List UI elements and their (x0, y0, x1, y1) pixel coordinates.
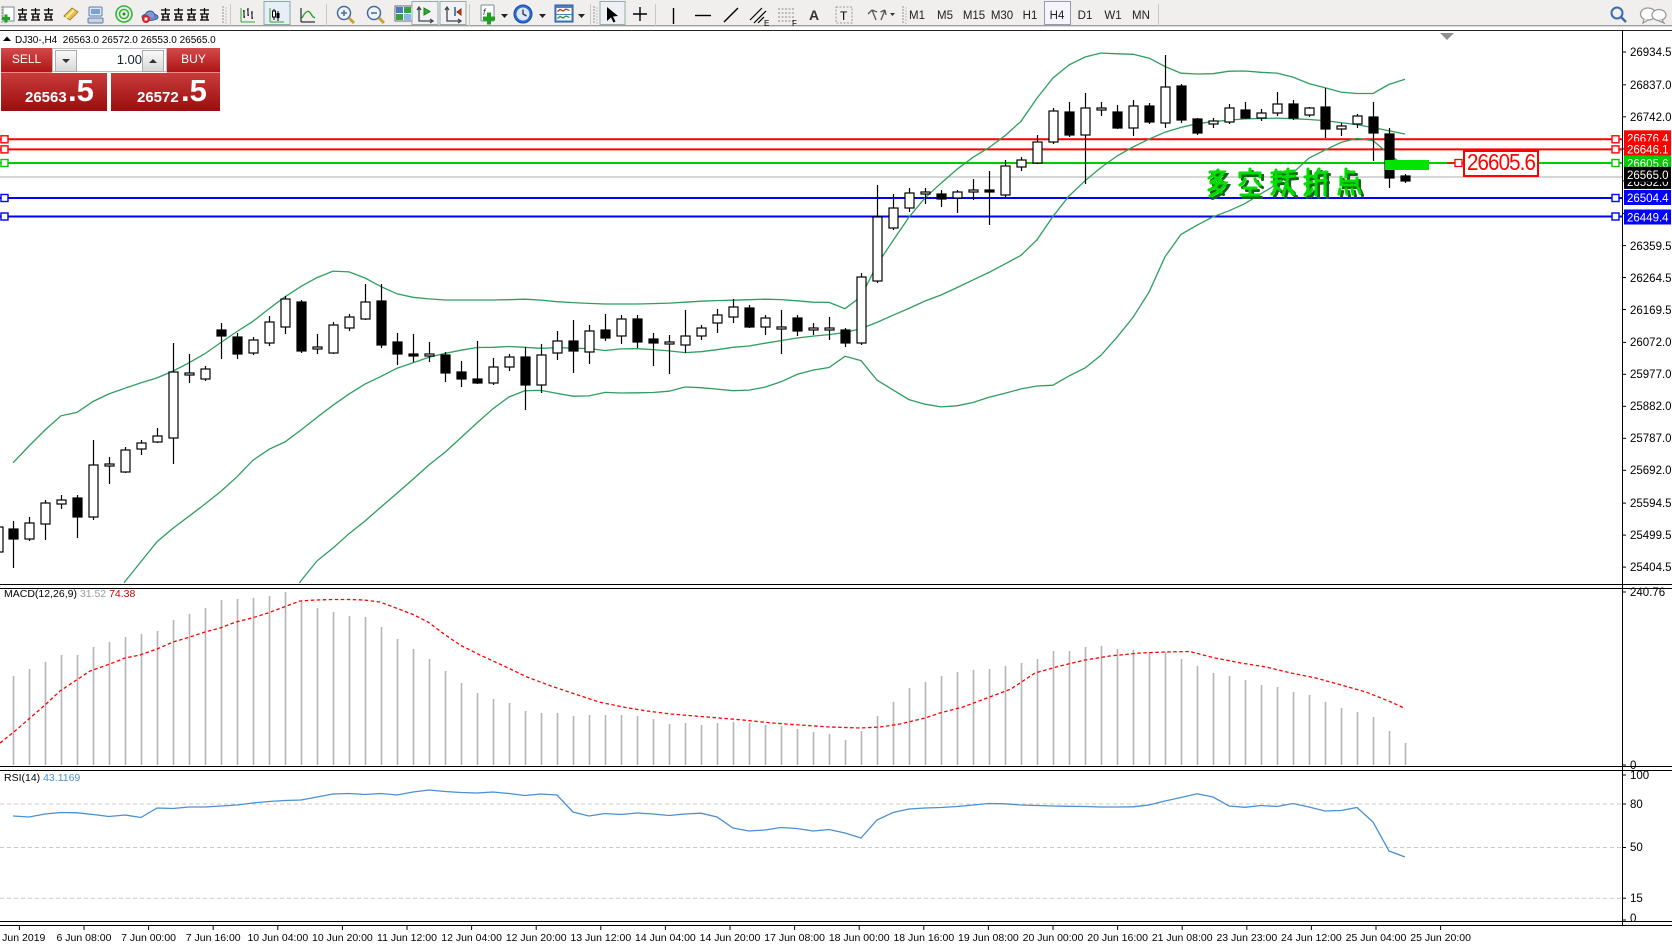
svg-text:50: 50 (1630, 842, 1643, 854)
svg-text:80: 80 (1630, 799, 1643, 811)
svg-text:24 Jun 12:00: 24 Jun 12:00 (1281, 932, 1342, 944)
svg-text:15: 15 (1630, 893, 1643, 905)
svg-text:25977.0: 25977.0 (1630, 369, 1672, 381)
svg-text:M15: M15 (963, 10, 985, 22)
svg-text:26742.0: 26742.0 (1630, 112, 1672, 124)
svg-text:20 Jun 16:00: 20 Jun 16:00 (1087, 932, 1148, 944)
svg-text:6 Jun 2019: 6 Jun 2019 (0, 932, 46, 944)
svg-text:240.76: 240.76 (1630, 587, 1665, 599)
svg-text:14 Jun 20:00: 14 Jun 20:00 (700, 932, 761, 944)
svg-text:f: f (483, 7, 487, 17)
svg-text:100: 100 (1630, 770, 1649, 782)
svg-text:D1: D1 (1078, 10, 1093, 22)
svg-text:18 Jun 16:00: 18 Jun 16:00 (893, 932, 954, 944)
svg-text:26565.0: 26565.0 (1627, 170, 1669, 182)
svg-text:0: 0 (1630, 760, 1636, 772)
svg-text:A: A (809, 7, 819, 23)
svg-text:17 Jun 08:00: 17 Jun 08:00 (764, 932, 825, 944)
svg-text:25 Jun 04:00: 25 Jun 04:00 (1346, 932, 1407, 944)
svg-text:25499.5: 25499.5 (1630, 530, 1672, 542)
svg-text:26504.4: 26504.4 (1627, 193, 1669, 205)
svg-text:26646.1: 26646.1 (1627, 144, 1669, 156)
svg-text:12 Jun 20:00: 12 Jun 20:00 (506, 932, 567, 944)
svg-text:T: T (840, 9, 848, 23)
svg-text:E: E (764, 19, 769, 28)
svg-text:26449.4: 26449.4 (1627, 213, 1669, 225)
svg-text:26359.5: 26359.5 (1630, 241, 1672, 253)
svg-text:25882.0: 25882.0 (1630, 401, 1672, 413)
svg-text:10 Jun 20:00: 10 Jun 20:00 (312, 932, 373, 944)
svg-text:M30: M30 (991, 10, 1013, 22)
svg-text:H1: H1 (1023, 10, 1038, 22)
svg-text:11 Jun 12:00: 11 Jun 12:00 (377, 932, 437, 944)
svg-text:7 Jun 00:00: 7 Jun 00:00 (121, 932, 176, 944)
svg-text:25692.0: 25692.0 (1630, 465, 1672, 477)
svg-text:26934.5: 26934.5 (1630, 47, 1672, 59)
svg-text:19 Jun 08:00: 19 Jun 08:00 (958, 932, 1019, 944)
svg-text:6 Jun 08:00: 6 Jun 08:00 (57, 932, 112, 944)
svg-text:M1: M1 (909, 10, 925, 22)
svg-text:26837.0: 26837.0 (1630, 80, 1672, 92)
svg-text:25 Jun 20:00: 25 Jun 20:00 (1410, 932, 1471, 944)
svg-text:25404.5: 25404.5 (1630, 562, 1672, 574)
svg-text:26072.0: 26072.0 (1630, 337, 1672, 349)
svg-text:7 Jun 16:00: 7 Jun 16:00 (186, 932, 241, 944)
svg-text:23 Jun 23:00: 23 Jun 23:00 (1216, 932, 1277, 944)
svg-text:12 Jun 04:00: 12 Jun 04:00 (441, 932, 502, 944)
svg-text:0: 0 (1630, 913, 1636, 925)
svg-text:18 Jun 00:00: 18 Jun 00:00 (829, 932, 890, 944)
svg-text:10 Jun 04:00: 10 Jun 04:00 (247, 932, 308, 944)
svg-text:RSI(14) 43.1169: RSI(14) 43.1169 (4, 772, 80, 784)
svg-text:W1: W1 (1104, 10, 1121, 22)
svg-text:DJ30-,H4 26563.0 26572.0 2655: DJ30-,H4 26563.0 26572.0 26553.0 26565.0 (15, 35, 216, 46)
svg-text:M5: M5 (937, 10, 953, 22)
svg-text:21 Jun 08:00: 21 Jun 08:00 (1152, 932, 1213, 944)
svg-text:13 Jun 12:00: 13 Jun 12:00 (570, 932, 631, 944)
svg-text:MN: MN (1132, 10, 1150, 22)
svg-text:26169.5: 26169.5 (1630, 305, 1672, 317)
svg-text:MACD(12,26,9) 31.52 74.38: MACD(12,26,9) 31.52 74.38 (4, 588, 135, 600)
svg-text:26264.5: 26264.5 (1630, 273, 1672, 285)
svg-text:H4: H4 (1050, 10, 1065, 22)
svg-text:F: F (792, 19, 797, 28)
svg-text:14 Jun 04:00: 14 Jun 04:00 (635, 932, 696, 944)
svg-text:25787.0: 25787.0 (1630, 433, 1672, 445)
svg-text:26605.6: 26605.6 (1467, 149, 1535, 175)
svg-text:20 Jun 00:00: 20 Jun 00:00 (1023, 932, 1084, 944)
svg-text:25594.5: 25594.5 (1630, 498, 1672, 510)
